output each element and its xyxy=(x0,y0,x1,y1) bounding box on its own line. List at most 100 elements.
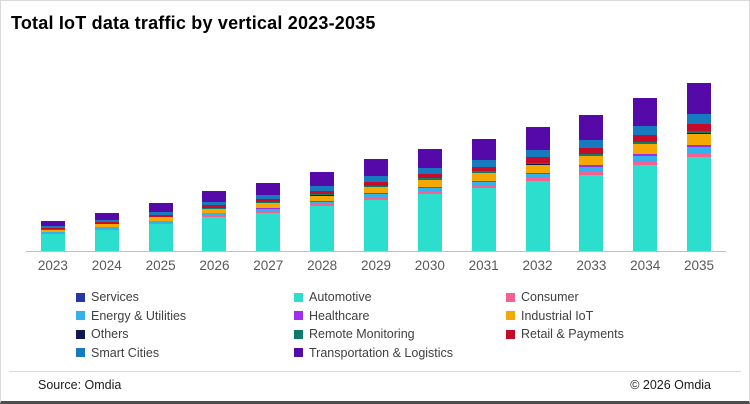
bar-segment xyxy=(310,206,335,251)
bar-segment xyxy=(202,208,227,213)
bar-slot-2024 xyxy=(80,61,134,251)
bar-segment xyxy=(471,172,496,174)
bar-slot-2026 xyxy=(188,61,242,251)
plot-area xyxy=(26,61,726,251)
bar-segment xyxy=(363,194,388,198)
bar-segment xyxy=(94,229,119,251)
bar-segment xyxy=(40,229,65,232)
legend-swatch-icon xyxy=(506,292,515,302)
bar-segment xyxy=(417,168,442,175)
bar-slot-2023 xyxy=(26,61,80,251)
x-tick-label: 2028 xyxy=(307,258,338,273)
bar-segment xyxy=(579,140,604,149)
bar-segment xyxy=(687,114,712,124)
bar-segment xyxy=(687,83,712,114)
bar-segment xyxy=(417,174,442,179)
bar-segment xyxy=(579,155,604,157)
x-tick-label: 2034 xyxy=(630,258,661,273)
bar-segment xyxy=(633,97,658,127)
bar-segment xyxy=(148,217,173,221)
bar-segment xyxy=(417,180,442,187)
bar-segment xyxy=(687,124,712,131)
legend-label: Energy & Utilities xyxy=(91,308,187,323)
stacked-bar-2032 xyxy=(525,127,550,251)
legend-item: Smart Cities xyxy=(76,344,294,363)
bar-segment xyxy=(633,126,658,136)
bar-segment xyxy=(417,191,442,194)
bar-segment xyxy=(310,186,335,192)
bars-container xyxy=(26,61,726,251)
legend-swatch-icon xyxy=(76,329,85,339)
legend-item: Others xyxy=(76,325,294,344)
bar-segment xyxy=(579,165,604,167)
bar-segment xyxy=(633,143,658,145)
bar-segment xyxy=(256,199,281,203)
x-tick-label: 2030 xyxy=(414,258,445,273)
bar-segment xyxy=(471,181,496,186)
chart-legend: Services Automotive Consumer Energy & Utili… xyxy=(76,288,716,362)
legend-swatch-icon xyxy=(506,329,515,339)
bar-slot-2034 xyxy=(618,61,672,251)
bar-segment xyxy=(525,150,550,158)
legend-label: Automotive xyxy=(309,290,372,305)
legend-swatch-icon xyxy=(76,348,85,358)
bar-segment xyxy=(256,210,281,213)
legend-label: Retail & Payments xyxy=(521,327,624,342)
stacked-bar-2034 xyxy=(633,97,658,251)
bar-segment xyxy=(40,228,65,230)
bar-segment xyxy=(633,135,658,142)
legend-item: Remote Monitoring xyxy=(294,325,506,344)
legend-swatch-icon xyxy=(294,348,303,358)
bar-segment xyxy=(417,193,442,251)
bar-segment xyxy=(633,154,658,156)
bar-segment xyxy=(256,203,281,208)
x-tick-label: 2035 xyxy=(684,258,715,273)
bar-segment xyxy=(363,186,388,188)
stacked-bar-2033 xyxy=(579,115,604,251)
legend-label: Remote Monitoring xyxy=(309,327,415,342)
bar-segment xyxy=(256,212,281,251)
bar-segment xyxy=(417,187,442,192)
bar-segment xyxy=(94,212,119,220)
bar-slot-2031 xyxy=(457,61,511,251)
legend-label: Others xyxy=(91,327,129,342)
legend-item: Energy & Utilities xyxy=(76,307,294,326)
bar-segment xyxy=(148,202,173,212)
stacked-bar-2029 xyxy=(363,159,388,251)
bar-segment xyxy=(94,227,119,229)
bar-segment xyxy=(256,207,281,209)
bar-segment xyxy=(471,171,496,173)
bar-slot-2032 xyxy=(511,61,565,251)
legend-label: Industrial IoT xyxy=(521,308,594,323)
bar-segment xyxy=(256,208,281,211)
stacked-bar-2023 xyxy=(40,220,65,251)
bar-segment xyxy=(525,164,550,165)
bar-segment xyxy=(417,186,442,188)
bar-slot-2030 xyxy=(403,61,457,251)
bar-segment xyxy=(310,195,335,201)
bar-segment xyxy=(363,159,388,177)
legend-label: Transportation & Logistics xyxy=(309,345,454,360)
bar-segment xyxy=(363,181,388,186)
bar-segment xyxy=(687,146,712,153)
bar-segment xyxy=(579,156,604,166)
bar-segment xyxy=(633,161,658,165)
bar-segment xyxy=(94,222,119,224)
bar-segment xyxy=(633,144,658,155)
bar-segment xyxy=(94,219,119,223)
bar-segment xyxy=(40,232,65,234)
bar-segment xyxy=(40,233,65,235)
bar-slot-2027 xyxy=(241,61,295,251)
stacked-bar-2026 xyxy=(202,190,227,251)
bar-segment xyxy=(687,131,712,133)
bar-segment xyxy=(94,224,119,227)
x-tick-label: 2023 xyxy=(37,258,68,273)
bar-segment xyxy=(40,226,65,229)
x-axis-line xyxy=(26,251,726,252)
bar-segment xyxy=(687,156,712,251)
bar-segment xyxy=(148,214,173,217)
x-tick-label: 2033 xyxy=(576,258,607,273)
x-tick-label: 2031 xyxy=(468,258,499,273)
x-tick-label: 2032 xyxy=(522,258,553,273)
bar-segment xyxy=(202,190,227,202)
